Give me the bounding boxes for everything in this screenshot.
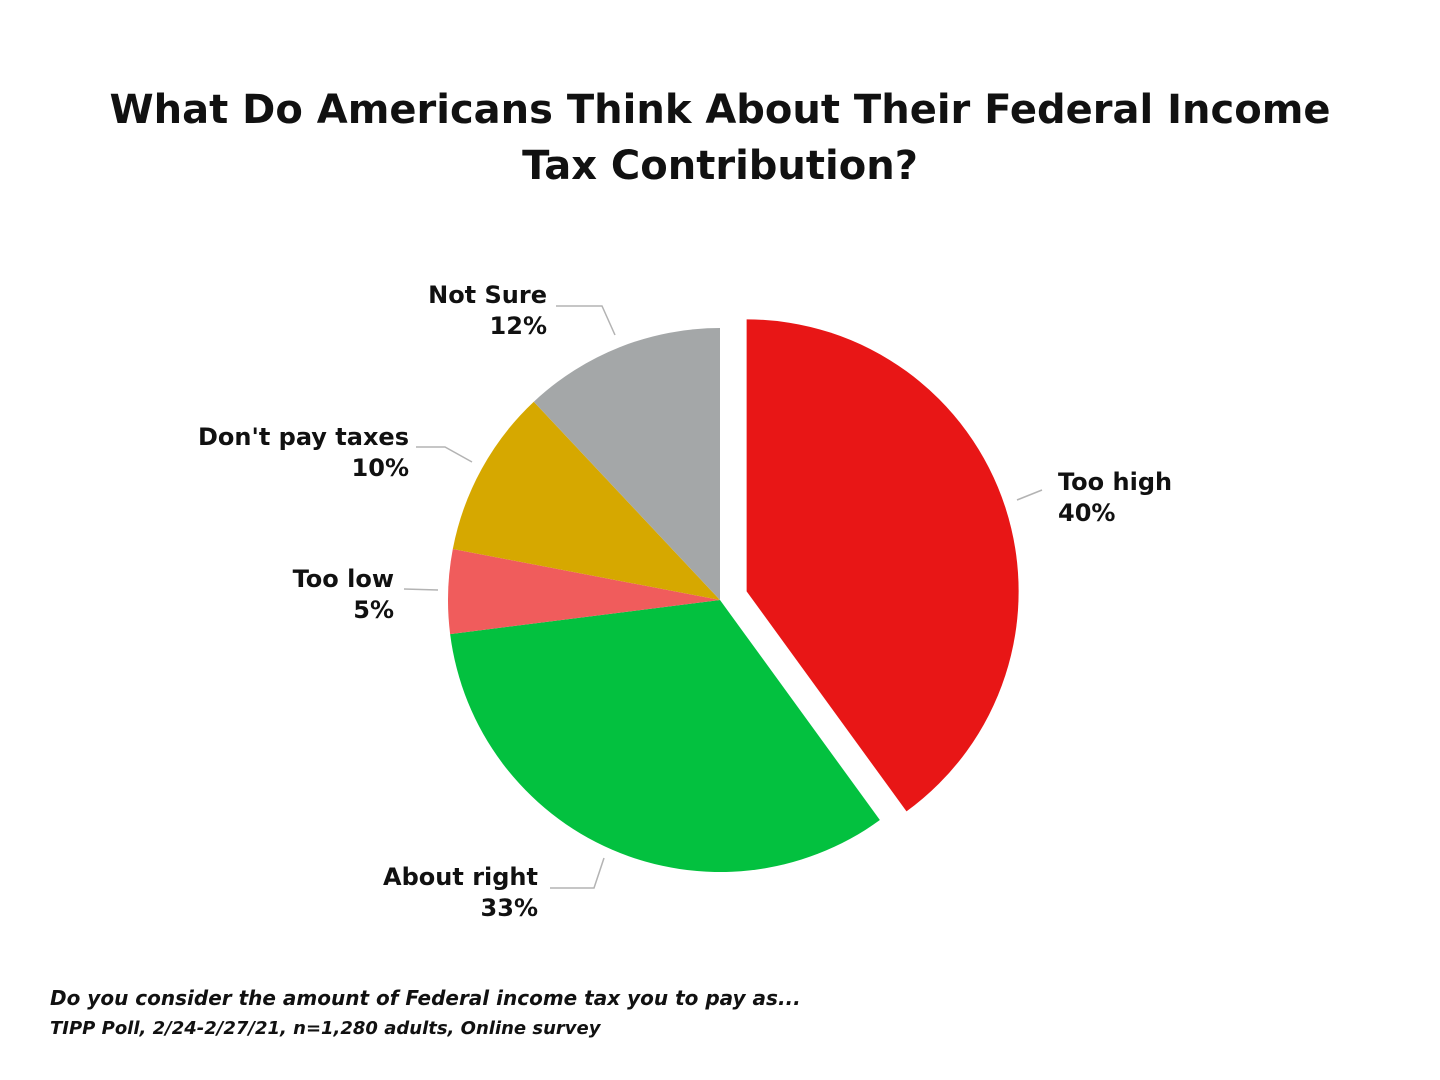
pie-slice-not-sure: [533, 328, 720, 600]
source-note: TIPP Poll, 2/24-2/27/21, n=1,280 adults,…: [50, 1018, 601, 1039]
chart-title-line-1: What Do Americans Think About Their Fede…: [109, 87, 1331, 133]
chart-footer: Do you consider the amount of Federal in…: [50, 982, 801, 1044]
slice-category-label: Too high: [1058, 468, 1172, 496]
pie-slice-about-right: [450, 600, 880, 873]
survey-question: Do you consider the amount of Federal in…: [50, 986, 801, 1010]
pie-slice-too-high: [746, 319, 1019, 812]
slice-category-label: Not Sure: [428, 281, 547, 309]
chart-title: What Do Americans Think About Their Fede…: [0, 82, 1440, 194]
leader-line: [416, 446, 473, 463]
slice-value-label: 5%: [353, 596, 394, 624]
slice-category-label: Don't pay taxes: [198, 423, 409, 451]
slice-category-label: About right: [383, 863, 538, 891]
leader-line: [403, 588, 439, 591]
slice-value-label: 33%: [481, 894, 538, 922]
pie-slice-don-t-pay-taxes: [452, 401, 720, 600]
slice-category-label: Too low: [293, 565, 394, 593]
slice-value-label: 10%: [352, 454, 409, 482]
leader-line: [1016, 489, 1043, 501]
slice-value-label: 40%: [1058, 499, 1115, 527]
slice-value-label: 12%: [490, 312, 547, 340]
leader-line: [550, 857, 605, 889]
chart-title-line-2: Tax Contribution?: [522, 143, 918, 189]
pie-slice-too-low: [447, 549, 720, 635]
leader-line: [556, 305, 616, 336]
